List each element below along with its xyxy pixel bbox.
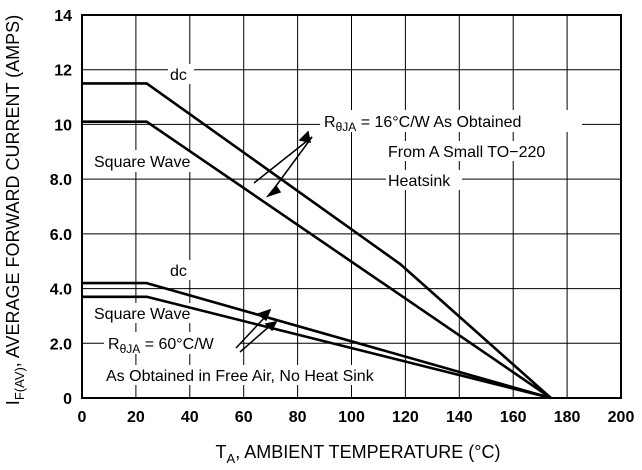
x-tick-labels: 0 20 40 60 80 100 120 140 160 180 200 xyxy=(78,409,635,426)
y-axis-title-sub: F(AV) xyxy=(12,367,27,400)
series-line-4 xyxy=(82,295,552,400)
annotation-r1-line2: From A Small TO−220 xyxy=(388,144,545,161)
arrowhead-r2-upper xyxy=(256,308,272,322)
arrowhead-r2-lower xyxy=(264,320,278,332)
annotation-bg-r1-line3 xyxy=(386,170,462,190)
y-tick-labels: 0 2.0 4.0 6.0 8.0 10 12 14 xyxy=(50,8,72,408)
annotation-r2-rest: = 60°C/W xyxy=(140,336,214,353)
annotation-bg-r1-line1 xyxy=(320,110,582,132)
y-tick-label-4.0: 4.0 xyxy=(50,282,72,299)
y-tick-label-14: 14 xyxy=(54,8,72,25)
series-group xyxy=(82,82,552,400)
arrowhead-r1-upper xyxy=(298,130,311,143)
y-tick-label-8.0: 8.0 xyxy=(50,172,72,189)
leader-line-r1-b xyxy=(275,136,313,187)
x-axis-title-sub: A xyxy=(227,451,236,466)
y-tick-label-6.0: 6.0 xyxy=(50,227,72,244)
x-tick-label-80: 80 xyxy=(289,409,307,426)
annotation-bg-r1-line2 xyxy=(386,141,564,161)
series-line-3 xyxy=(82,281,552,400)
x-tick-label-40: 40 xyxy=(181,409,199,426)
x-tick-label-140: 140 xyxy=(446,409,473,426)
annotation-bg-r2-line2 xyxy=(102,365,372,385)
x-tick-label-160: 160 xyxy=(500,409,527,426)
annotation-r2-line2: As Obtained in Free Air, No Heat Sink xyxy=(106,368,375,385)
annotation-bg-r2-line1 xyxy=(104,332,240,354)
annotation-r2-prefix: R xyxy=(108,336,120,353)
series-line-2 xyxy=(82,120,552,400)
x-axis-title: TA, AMBIENT TEMPERATURE (°C) xyxy=(216,442,501,466)
x-tick-label-180: 180 xyxy=(554,409,581,426)
leader-line-r2 xyxy=(235,315,267,349)
annotation-r2-sub: θJA xyxy=(120,342,141,356)
leader-line-r2-b xyxy=(239,323,273,353)
annotation-r1-line1: RθJA = 16°C/W As Obtained xyxy=(324,114,521,134)
annotation-dc-lower: dc xyxy=(170,263,187,280)
x-tick-label-100: 100 xyxy=(338,409,365,426)
plot-frame xyxy=(81,14,622,399)
y-tick-label-12: 12 xyxy=(54,63,72,80)
x-axis-title-rest: , AMBIENT TEMPERATURE (°C) xyxy=(235,442,500,462)
x-tick-label-120: 120 xyxy=(392,409,419,426)
annotation-r1-prefix: R xyxy=(324,114,336,131)
leader-arrows xyxy=(235,130,313,353)
annotation-dc-upper: dc xyxy=(170,67,187,84)
leader-line-r1 xyxy=(253,136,313,184)
y-axis-title-main: I xyxy=(3,400,23,405)
x-tick-label-0: 0 xyxy=(78,409,87,426)
y-tick-label-2.0: 2.0 xyxy=(50,336,72,353)
annotation-square-wave-upper: Square Wave xyxy=(94,154,190,171)
y-tick-label-0: 0 xyxy=(63,391,72,408)
annotation-r1-sub: θJA xyxy=(336,120,357,134)
annotation-square-wave-lower: Square Wave xyxy=(94,306,190,323)
annotation-bg-dc-lower xyxy=(168,260,194,280)
x-tick-label-20: 20 xyxy=(127,409,145,426)
series-line-1 xyxy=(82,82,552,399)
annotation-r2-line1: RθJA = 60°C/W xyxy=(108,336,215,356)
annotation-r1-line3: Heatsink xyxy=(388,173,451,190)
annotation-r1-rest: = 16°C/W As Obtained xyxy=(356,114,521,131)
y-axis-title: IF(AV), AVERAGE FORWARD CURRENT (AMPS) xyxy=(3,15,27,405)
x-axis-title-main: T xyxy=(216,442,227,462)
y-tick-label-10: 10 xyxy=(54,117,72,134)
x-tick-label-60: 60 xyxy=(235,409,253,426)
arrowhead-r1-lower xyxy=(265,184,282,198)
x-tick-label-200: 200 xyxy=(608,409,635,426)
annotation-bg-dc-upper xyxy=(168,64,194,84)
y-axis-title-rest: , AVERAGE FORWARD CURRENT (AMPS) xyxy=(3,15,23,367)
